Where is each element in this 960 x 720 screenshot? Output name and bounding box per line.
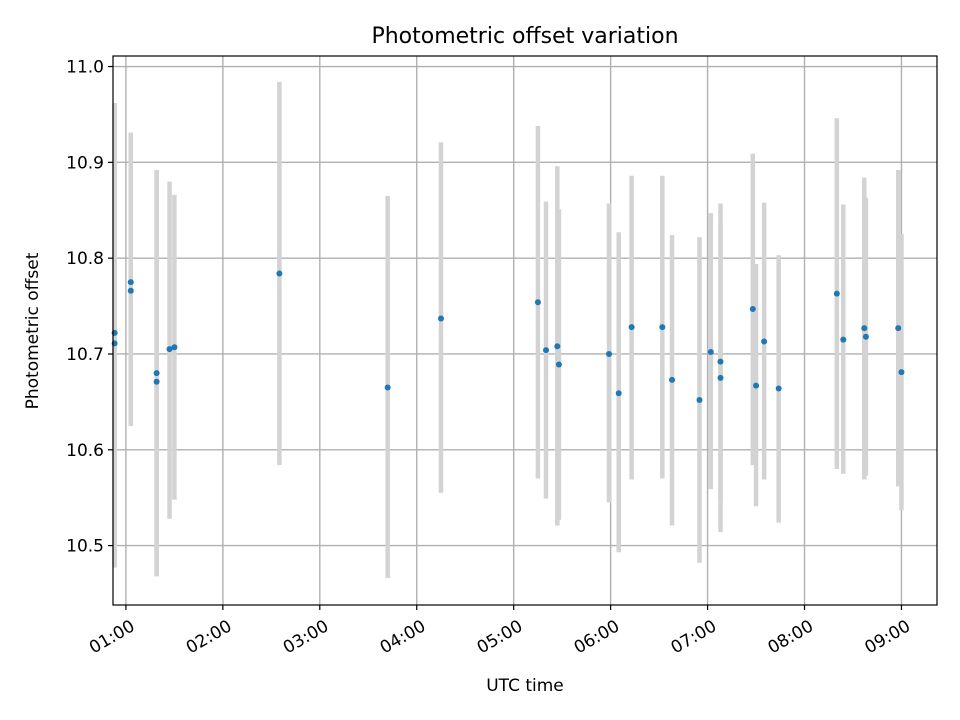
data-point [153, 378, 160, 385]
data-point [761, 338, 768, 345]
data-point [707, 349, 714, 356]
data-point [628, 324, 635, 331]
data-point [895, 325, 902, 332]
data-points [111, 270, 905, 403]
data-point [659, 324, 666, 331]
chart-title: Photometric offset variation [371, 24, 678, 49]
data-point [749, 305, 756, 312]
y-tick-label: 10.9 [66, 153, 104, 173]
y-tick-label: 10.8 [66, 249, 104, 269]
data-point [166, 346, 173, 353]
y-axis-label: Photometric offset [23, 252, 43, 409]
data-point [127, 279, 134, 286]
data-point [775, 385, 782, 392]
data-point [153, 370, 160, 377]
data-point [898, 369, 905, 376]
plot-area-frame [112, 55, 938, 606]
data-point [833, 290, 840, 297]
data-point [840, 336, 847, 343]
data-point [543, 347, 550, 354]
data-point [669, 376, 676, 383]
x-axis-label: UTC time [486, 676, 564, 696]
data-point [606, 350, 613, 357]
data-point [615, 390, 622, 397]
data-point [534, 299, 541, 306]
y-tick-label: 10.7 [66, 345, 104, 365]
y-tick-label: 10.5 [66, 537, 104, 557]
data-point [717, 374, 724, 381]
data-point [861, 325, 868, 332]
data-point [717, 358, 724, 365]
data-point [696, 396, 703, 403]
y-tick-label: 10.6 [66, 441, 104, 461]
data-point [127, 287, 134, 294]
data-point [753, 382, 760, 389]
y-tick-label: 11.0 [66, 58, 104, 78]
data-point [555, 361, 562, 368]
data-point [171, 344, 178, 351]
data-point [554, 343, 561, 350]
data-point [862, 333, 869, 340]
y-axis: 10.5 10.6 10.7 10.8 10.9 11.0 [66, 58, 113, 557]
data-point [276, 270, 283, 277]
data-point [437, 315, 444, 322]
data-point [384, 384, 391, 391]
